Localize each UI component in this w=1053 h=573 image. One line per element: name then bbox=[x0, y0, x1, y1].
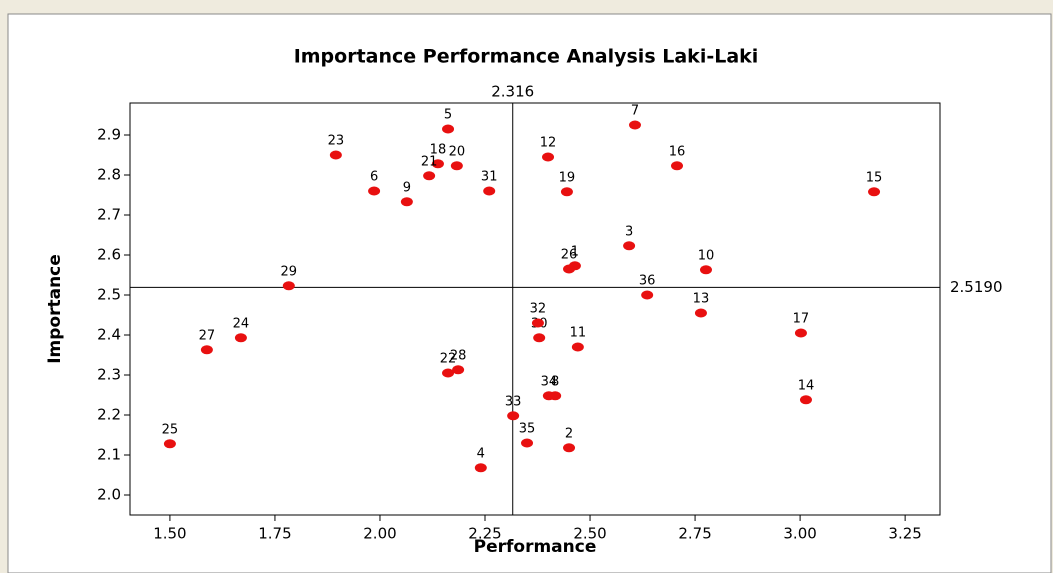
point-label: 28 bbox=[450, 348, 467, 363]
x-tick-label: 3.25 bbox=[888, 525, 921, 543]
point-label: 24 bbox=[233, 316, 250, 331]
x-tick-label: 1.50 bbox=[153, 525, 186, 543]
x-tick-label: 3.00 bbox=[783, 525, 816, 543]
point bbox=[200, 345, 213, 355]
point bbox=[694, 308, 707, 318]
y-tick-label: 2.6 bbox=[97, 246, 121, 264]
point bbox=[699, 265, 712, 275]
point bbox=[400, 197, 413, 207]
chart-background bbox=[7, 13, 1052, 573]
x-tick-label: 2.00 bbox=[363, 525, 396, 543]
point bbox=[563, 264, 576, 274]
point bbox=[431, 159, 444, 169]
point bbox=[282, 281, 295, 291]
point bbox=[507, 411, 520, 421]
point-label: 27 bbox=[199, 328, 216, 343]
point bbox=[531, 318, 544, 328]
point-label: 16 bbox=[669, 144, 686, 159]
point-label: 17 bbox=[793, 312, 810, 327]
y-tick-label: 2.8 bbox=[97, 166, 121, 184]
point-label: 6 bbox=[370, 170, 378, 185]
x-tick-label: 1.75 bbox=[258, 525, 291, 543]
point-label: 14 bbox=[798, 378, 815, 393]
y-tick-label: 2.2 bbox=[97, 406, 121, 424]
point-label: 29 bbox=[281, 264, 298, 279]
point bbox=[794, 328, 807, 338]
point bbox=[641, 290, 654, 300]
point-label: 23 bbox=[328, 134, 345, 149]
point bbox=[542, 152, 555, 162]
point bbox=[533, 333, 546, 343]
point bbox=[628, 120, 641, 130]
point bbox=[442, 368, 455, 378]
y-tick-label: 2.4 bbox=[97, 326, 121, 344]
point bbox=[563, 443, 576, 453]
point-label: 19 bbox=[559, 170, 576, 185]
y-tick-label: 2.7 bbox=[97, 206, 121, 224]
reference-label: 2.5190 bbox=[950, 278, 1003, 296]
point-label: 36 bbox=[639, 274, 656, 289]
x-tick-label: 2.50 bbox=[573, 525, 606, 543]
point bbox=[521, 438, 534, 448]
point-label: 31 bbox=[481, 170, 498, 185]
point-label: 7 bbox=[631, 104, 639, 119]
point bbox=[571, 342, 584, 352]
point-label: 34 bbox=[541, 374, 558, 389]
chart-title: Importance Performance Analysis Laki-Lak… bbox=[294, 46, 759, 68]
y-tick-label: 2.5 bbox=[97, 286, 121, 304]
point-label: 15 bbox=[866, 170, 883, 185]
plot-frame bbox=[129, 102, 941, 516]
x-tick-label: 2.25 bbox=[468, 525, 501, 543]
point-label: 2 bbox=[565, 426, 573, 441]
point-label: 25 bbox=[162, 422, 179, 437]
point bbox=[623, 241, 636, 251]
y-tick-label: 2.1 bbox=[97, 446, 121, 464]
point bbox=[483, 186, 496, 196]
reference-label: 2.316 bbox=[491, 83, 534, 101]
point bbox=[163, 439, 176, 449]
point bbox=[542, 391, 555, 401]
point bbox=[450, 161, 463, 171]
point-label: 4 bbox=[477, 446, 485, 461]
point bbox=[671, 161, 684, 171]
point-label: 3 bbox=[625, 224, 633, 239]
point-label: 13 bbox=[693, 292, 710, 307]
point-label: 12 bbox=[540, 136, 557, 151]
point-label: 20 bbox=[449, 144, 466, 159]
y-axis-label: Importance bbox=[45, 254, 65, 364]
point bbox=[442, 124, 455, 134]
point-label: 21 bbox=[421, 154, 438, 169]
point bbox=[560, 187, 573, 197]
y-tick-label: 2.3 bbox=[97, 366, 121, 384]
point-label: 10 bbox=[698, 248, 715, 263]
x-axis-label: Performance bbox=[474, 537, 597, 557]
point-label: 26 bbox=[561, 248, 578, 263]
point-label: 11 bbox=[570, 326, 587, 341]
point bbox=[799, 395, 812, 405]
point-label: 33 bbox=[505, 394, 522, 409]
point-label: 32 bbox=[530, 302, 547, 317]
x-tick-label: 2.75 bbox=[678, 525, 711, 543]
y-tick-label: 2.9 bbox=[97, 126, 121, 144]
point-label: 35 bbox=[519, 422, 536, 437]
point bbox=[368, 186, 381, 196]
point-label: 18 bbox=[430, 142, 447, 157]
point bbox=[452, 365, 465, 375]
point bbox=[868, 187, 881, 197]
point-label: 8 bbox=[551, 374, 559, 389]
point bbox=[474, 463, 487, 473]
point bbox=[234, 333, 247, 343]
point-label: 9 bbox=[403, 180, 411, 195]
y-tick-label: 2.0 bbox=[97, 486, 121, 504]
point bbox=[329, 150, 342, 160]
point-label: 1 bbox=[571, 244, 579, 259]
point-label: 22 bbox=[440, 352, 457, 367]
point-label: 5 bbox=[444, 108, 452, 123]
point bbox=[423, 171, 436, 181]
